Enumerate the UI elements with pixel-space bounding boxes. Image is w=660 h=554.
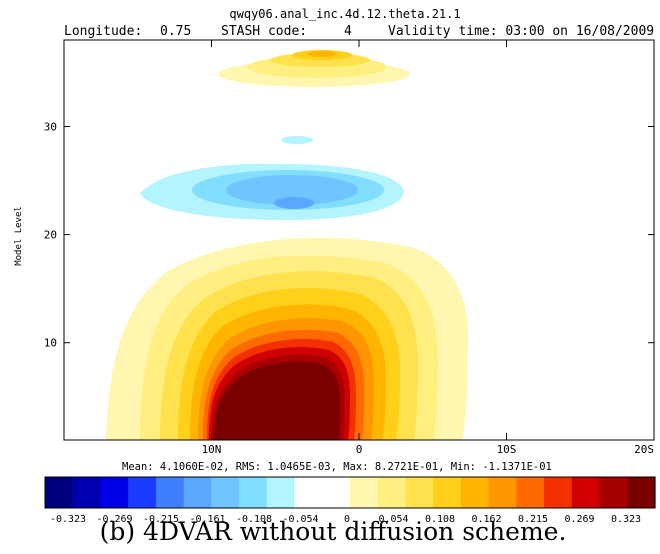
colorbar-swatch — [571, 477, 601, 508]
colorbar — [45, 477, 656, 508]
y-tick-label: 10 — [44, 337, 57, 350]
colorbar-frame — [44, 476, 656, 509]
stash-value: 4 — [344, 24, 352, 39]
x-tick-label: 10N — [202, 443, 222, 456]
colorbar-swatch — [100, 477, 129, 508]
longitude-value: 0.75 — [160, 24, 191, 39]
colorbar-swatch — [155, 477, 185, 508]
colorbar-swatch — [599, 477, 628, 508]
colorbar-swatch — [488, 477, 517, 508]
colorbar-swatch — [405, 477, 434, 508]
colorbar-swatch — [72, 477, 102, 508]
y-axis-label: Model Level — [14, 206, 24, 266]
positive-lobe-top — [218, 50, 410, 87]
colorbar-swatch — [516, 477, 545, 508]
colorbar-label: -0.108 — [236, 514, 272, 525]
colorbar-label: 0.215 — [518, 514, 548, 525]
colorbar-label: -0.215 — [143, 514, 179, 525]
colorbar-label: 0.054 — [378, 514, 408, 525]
colorbar-swatch — [266, 477, 296, 508]
colorbar-label: -0.054 — [282, 514, 318, 525]
colorbar-swatch — [322, 477, 351, 508]
colorbar-swatch — [183, 477, 212, 508]
colorbar-swatch — [45, 477, 74, 508]
colorbar-swatch — [627, 477, 656, 508]
colorbar-swatch — [460, 477, 490, 508]
colorbar-label: 0.269 — [564, 514, 594, 525]
stash-label: STASH code: — [221, 24, 307, 39]
colorbar-swatch — [433, 477, 462, 508]
negative-blob-small — [281, 136, 313, 144]
colorbar-swatch — [128, 477, 157, 508]
chart-title: qwqy06.anal_inc.4d.12.theta.21.1 — [229, 7, 460, 21]
colorbar-swatch — [239, 477, 268, 508]
colorbar-swatch — [377, 477, 407, 508]
stats-line: Mean: 4.1060E-02, RMS: 1.0465E-03, Max: … — [122, 461, 552, 473]
plot-area: 10 20 30 10N 0 10S 20S Model Level — [14, 39, 655, 456]
x-axis: 10N 0 10S 20S — [202, 40, 655, 456]
negative-lobe — [140, 163, 404, 221]
colorbar-swatch — [350, 477, 379, 508]
colorbar-label: -0.269 — [96, 514, 132, 525]
colorbar-swatch — [211, 477, 240, 508]
y-tick-label: 20 — [44, 229, 57, 242]
colorbar-label: 0.323 — [611, 514, 641, 525]
x-tick-label: 0 — [356, 443, 363, 456]
colorbar-label: 0.162 — [471, 514, 501, 525]
colorbar-label: -0.161 — [189, 514, 225, 525]
y-axis: 10 20 30 — [44, 120, 654, 350]
colorbar-label: 0 — [344, 514, 350, 525]
colorbar-swatch — [294, 477, 323, 508]
positive-lobe-main — [106, 237, 469, 440]
longitude-label: Longitude: — [64, 24, 142, 39]
y-tick-label: 30 — [44, 120, 57, 133]
validity-time: Validity time: 03:00 on 16/08/2009 — [388, 24, 654, 39]
colorbar-label: 0.108 — [425, 514, 455, 525]
colorbar-label: -0.323 — [50, 514, 86, 525]
figure-caption: (b) 4DVAR without diffusion scheme. — [100, 517, 567, 546]
x-tick-label: 10S — [497, 443, 517, 456]
colorbar-labels: -0.323 -0.269 -0.215 -0.161 -0.108 -0.054 0 0.0… — [50, 514, 641, 525]
x-tick-label: 20S — [634, 443, 654, 456]
colorbar-swatch — [544, 477, 573, 508]
